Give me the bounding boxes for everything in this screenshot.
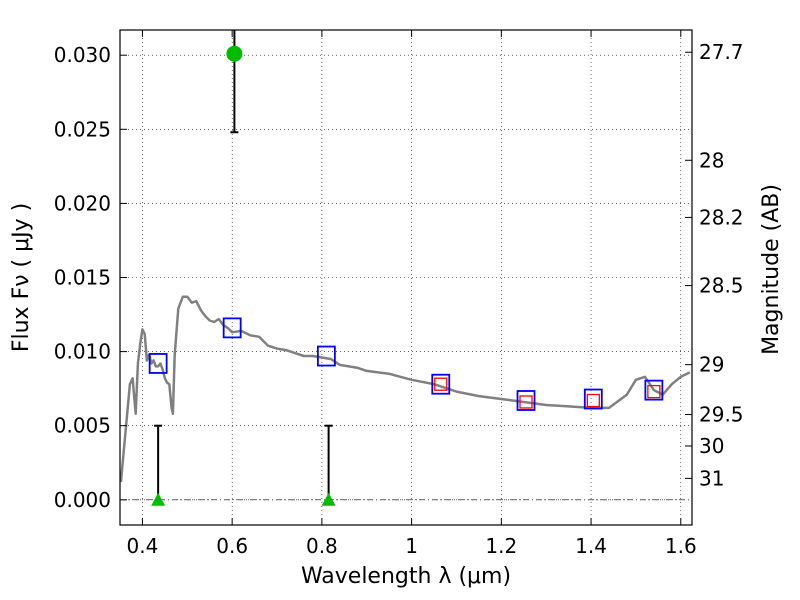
model-photometry-marker	[431, 373, 451, 395]
observed-photometry-marker	[647, 384, 661, 399]
magnitude-tick-label: 31	[699, 466, 724, 490]
detection-point	[226, 45, 243, 62]
y-tick-label: 0.005	[54, 414, 111, 438]
y-tick-label: 0.010	[54, 340, 111, 364]
y-tick-label: 0.030	[54, 43, 111, 67]
y-tick-labels: 0.000 0.005 0.010 0.015 0.020 0.025 0.030	[54, 43, 111, 512]
right-axis-label: Magnitude (AB)	[759, 184, 784, 355]
upper-limit-marker	[151, 492, 166, 506]
plot-area	[119, 30, 691, 506]
observed-photometry-marker	[586, 393, 600, 408]
tick-marks	[120, 30, 692, 525]
magnitude-tick-label: 28	[699, 148, 724, 172]
y-axis-label: Flux Fν ( μJy )	[9, 203, 34, 352]
magnitude-tick-label: 28.5	[699, 274, 744, 298]
model-photometry-marker	[644, 379, 664, 401]
model-photometry-marker	[316, 345, 336, 367]
upper-limit-marker	[321, 492, 336, 506]
x-tick-label: 1.2	[485, 534, 517, 558]
observed-photometry-marker	[434, 377, 448, 391]
x-tick-label: 0.6	[216, 534, 248, 558]
observed-photometry-marker	[519, 395, 533, 409]
y-tick-label: 0.025	[54, 117, 111, 141]
y-tick-label: 0.000	[54, 488, 111, 512]
x-axis-label: Wavelength λ (μm)	[301, 564, 511, 589]
model-photometry-marker	[222, 317, 242, 339]
x-tick-labels: 0.4 0.6 0.8 1 1.2 1.4 1.6	[127, 534, 697, 558]
x-tick-label: 0.4	[127, 534, 159, 558]
magnitude-tick-label: 30	[699, 434, 724, 458]
model-photometry-marker	[583, 388, 603, 410]
x-tick-label: 1	[405, 534, 418, 558]
magnitude-tick-label: 29	[699, 353, 724, 377]
y-tick-label: 0.015	[54, 266, 111, 290]
magnitude-tick-label: 27.7	[699, 40, 744, 64]
magnitude-tick-label: 29.5	[699, 403, 744, 427]
magnitude-tick-labels: 27.7 28 28.2 28.5 29 29.5 30 31	[699, 40, 744, 490]
model-photometry-marker	[148, 353, 168, 374]
model-photometry-marker	[516, 390, 536, 411]
magnitude-tick-label: 28.2	[699, 205, 744, 229]
grid	[120, 30, 692, 525]
x-tick-label: 1.6	[665, 534, 697, 558]
y-tick-label: 0.020	[54, 191, 111, 215]
x-tick-label: 0.8	[306, 534, 338, 558]
x-tick-label: 1.4	[575, 534, 607, 558]
